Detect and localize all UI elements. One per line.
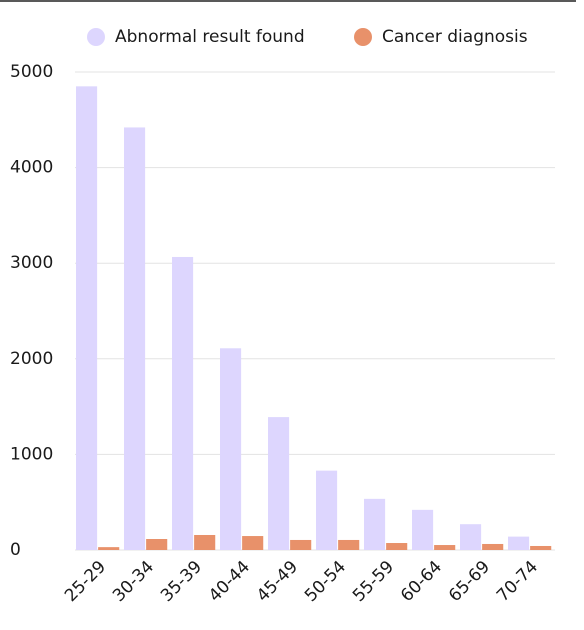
- x-tick-label: 70-74: [493, 557, 542, 606]
- x-tick-label: 55-59: [349, 557, 398, 606]
- x-tick-label: 35-39: [157, 557, 206, 606]
- bar: [338, 539, 360, 550]
- bar: [98, 547, 120, 550]
- bar: [434, 545, 456, 550]
- bar: [508, 536, 530, 550]
- bar: [412, 509, 434, 550]
- legend-marker: [87, 28, 105, 46]
- bar: [386, 543, 408, 550]
- bar: [316, 470, 338, 550]
- bar: [530, 545, 552, 550]
- bar: [172, 256, 194, 550]
- y-tick-label: 4000: [10, 158, 53, 178]
- bar: [290, 539, 312, 550]
- x-tick-label: 40-44: [205, 557, 254, 606]
- legend-label: Abnormal result found: [115, 27, 305, 47]
- bar: [242, 536, 264, 550]
- x-tick-label: 60-64: [397, 557, 446, 606]
- x-tick-label: 65-69: [445, 557, 494, 606]
- x-tick-label: 30-34: [109, 557, 158, 606]
- bar: [76, 86, 98, 550]
- x-tick-label: 50-54: [301, 557, 350, 606]
- bar: [220, 348, 242, 550]
- y-tick-label: 3000: [10, 253, 53, 273]
- legend-marker: [354, 28, 372, 46]
- bar: [460, 524, 482, 550]
- x-tick-label: 25-29: [61, 557, 110, 606]
- bar: [146, 539, 168, 550]
- x-tick-label: 45-49: [253, 557, 302, 606]
- legend-label: Cancer diagnosis: [382, 27, 528, 47]
- y-tick-label: 5000: [10, 62, 53, 82]
- bar: [364, 498, 386, 550]
- y-tick-label: 1000: [10, 444, 53, 464]
- bar: [124, 127, 146, 550]
- y-tick-label: 2000: [10, 349, 53, 369]
- bar: [268, 417, 290, 550]
- bar: [482, 543, 504, 550]
- bar: [194, 534, 216, 550]
- y-tick-label: 0: [10, 540, 21, 560]
